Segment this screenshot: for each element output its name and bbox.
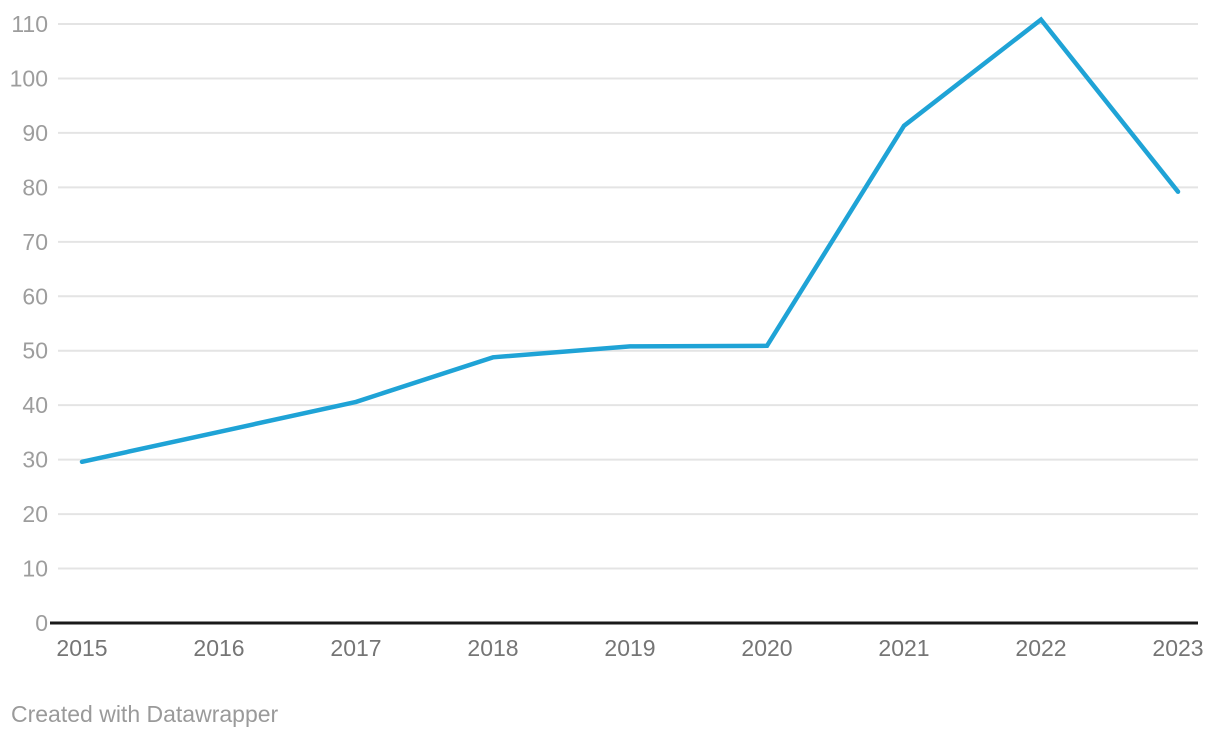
y-tick-label: 50	[22, 338, 48, 364]
data-line	[79, 16, 1181, 465]
y-tick-label: 20	[22, 501, 48, 527]
y-tick-label: 100	[10, 65, 48, 91]
y-tick-label: 90	[22, 120, 48, 146]
attribution-text: Created with Datawrapper	[11, 701, 279, 727]
x-tick-label: 2022	[1015, 635, 1066, 661]
y-tick-label: 30	[22, 447, 48, 473]
y-tick-label: 0	[35, 610, 48, 636]
y-tick-label: 40	[22, 392, 48, 418]
x-tick-label: 2015	[56, 635, 107, 661]
y-tick-label: 80	[22, 174, 48, 200]
y-tick-label: 60	[22, 283, 48, 309]
x-tick-label: 2023	[1152, 635, 1203, 661]
x-tick-label: 2021	[878, 635, 929, 661]
y-tick-label: 70	[22, 229, 48, 255]
x-tick-label: 2016	[193, 635, 244, 661]
x-tick-label: 2017	[330, 635, 381, 661]
x-tick-label: 2019	[604, 635, 655, 661]
y-tick-label: 10	[22, 556, 48, 582]
y-tick-label: 110	[11, 11, 48, 37]
x-tick-label: 2020	[741, 635, 792, 661]
x-tick-label: 2018	[467, 635, 518, 661]
